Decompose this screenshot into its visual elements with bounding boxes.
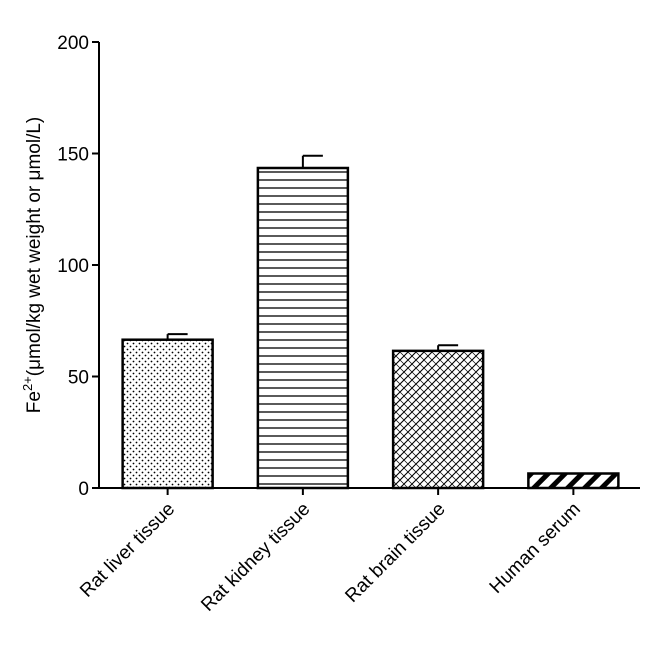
y-tick-label: 200: [57, 33, 89, 54]
bar: [527, 472, 620, 490]
bar: [256, 166, 350, 490]
y-tick-label: 50: [68, 368, 89, 389]
bar: [391, 349, 485, 490]
y-axis-label: Fe2+(μmol/kg wet weight or μmol/L): [20, 117, 45, 413]
category-label: Rat kidney tissue: [197, 499, 314, 616]
y-tick-label: 0: [78, 479, 89, 500]
y-tick-label: 150: [57, 145, 89, 166]
category-label: Human serum: [486, 499, 585, 598]
y-tick-label: 100: [57, 256, 89, 277]
bar: [121, 338, 214, 490]
bars: [121, 154, 620, 490]
y-axis: 0 50 100 150 200: [57, 33, 100, 500]
category-label: Rat liver tissue: [76, 499, 179, 602]
category-labels: Rat liver tissue Rat kidney tissue Rat bra…: [76, 499, 585, 616]
category-label: Rat brain tissue: [341, 499, 449, 607]
